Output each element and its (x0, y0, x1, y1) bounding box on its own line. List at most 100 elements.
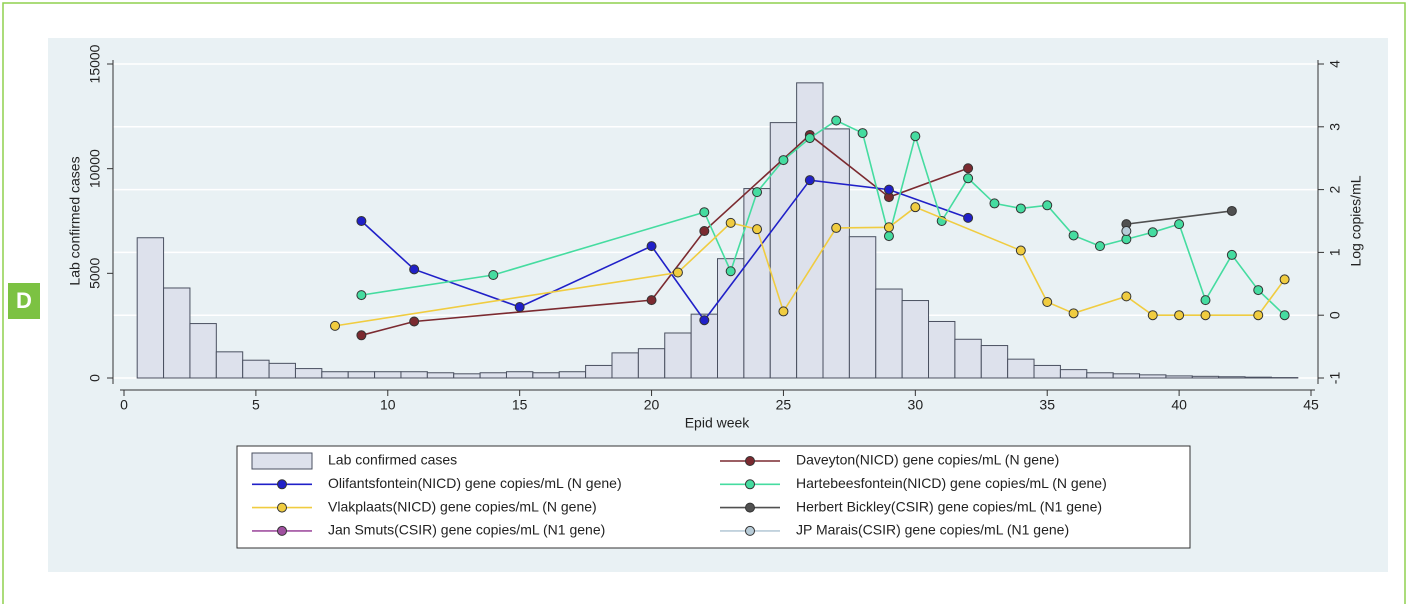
series-marker (1121, 226, 1132, 237)
bar (796, 82, 824, 379)
legend-key-marker (745, 502, 755, 513)
bar (479, 372, 507, 379)
y2-tick-label: 2 (1327, 185, 1343, 193)
bar (558, 371, 587, 379)
legend-label: Olifantsfontein(NICD) gene copies/mL (N … (328, 475, 622, 491)
bar (637, 348, 666, 379)
bar (505, 371, 534, 379)
y2-axis-title: Log copies/mL (1348, 175, 1364, 266)
legend-key-marker (745, 456, 755, 466)
bar (664, 332, 692, 379)
bar (1086, 372, 1114, 379)
bar (1191, 375, 1220, 379)
series-marker (804, 133, 815, 144)
series-marker (409, 316, 420, 327)
bar (242, 359, 270, 379)
series-marker (1042, 200, 1053, 211)
y-tick-label: 10000 (87, 149, 103, 188)
series-marker (883, 231, 894, 242)
series-marker (1015, 245, 1026, 256)
x-tick-label: 5 (252, 397, 260, 413)
series-marker (1094, 241, 1105, 252)
x-tick-label: 15 (512, 397, 528, 413)
bar (1244, 376, 1272, 379)
bar-layer (136, 82, 1299, 379)
legend-key-marker (745, 479, 755, 490)
series-marker (857, 128, 868, 139)
bar (1033, 364, 1061, 379)
bar (717, 258, 745, 379)
legend-key-marker (745, 525, 755, 536)
series-line (1126, 210, 1232, 225)
x-tick-label: 30 (908, 397, 924, 413)
series-marker (1253, 310, 1264, 321)
series-marker (1068, 230, 1079, 241)
line-layer (330, 115, 1290, 341)
legend-label: Jan Smuts(CSIR) gene copies/mL (N1 gene) (328, 522, 605, 538)
series-marker (725, 217, 736, 228)
series-marker (1226, 205, 1237, 216)
y-tick-label: 0 (87, 374, 103, 382)
y2-tick-label: 0 (1327, 311, 1343, 319)
y2-tick-label: -1 (1327, 372, 1343, 385)
series-marker (831, 222, 842, 233)
bar (743, 188, 771, 379)
bar (321, 371, 349, 379)
bar (294, 368, 323, 379)
legend-label: Herbert Bickley(CSIR) gene copies/mL (N1… (796, 498, 1102, 514)
x-tick-label: 0 (120, 397, 128, 413)
bar (1059, 369, 1088, 379)
bar (268, 362, 296, 379)
y-axis-title: Lab confirmed cases (67, 156, 83, 285)
x-tick-label: 10 (380, 397, 396, 413)
bar (769, 122, 798, 379)
x-tick-label: 45 (1303, 397, 1319, 413)
legend-key-marker (277, 502, 287, 513)
legend-key-marker (277, 525, 287, 536)
series-marker (963, 212, 974, 223)
bar (611, 352, 639, 379)
x-tick-label: 25 (776, 397, 792, 413)
series-marker (1121, 234, 1132, 245)
series-marker (514, 302, 525, 313)
series-marker (804, 175, 815, 186)
series-marker (1147, 310, 1158, 321)
bar (1218, 376, 1246, 379)
series-marker (646, 241, 657, 252)
series-marker (356, 290, 367, 301)
series-marker (752, 224, 763, 235)
series-marker (409, 264, 420, 275)
bar (901, 300, 930, 379)
bar (163, 287, 191, 379)
series-marker (1068, 308, 1079, 319)
bar (822, 128, 850, 379)
y-tick-label: 5000 (87, 258, 103, 289)
y2-tick-label: 3 (1327, 123, 1343, 131)
legend-label: Vlakplaats(NICD) gene copies/mL (N gene) (328, 498, 597, 514)
bar (954, 338, 982, 379)
series-marker (1121, 291, 1132, 302)
legend-label: Daveyton(NICD) gene copies/mL (N gene) (796, 452, 1059, 468)
series-marker (1253, 285, 1264, 296)
bar (347, 371, 376, 379)
bar (585, 364, 613, 379)
legend (236, 445, 1191, 549)
legend-key-marker (277, 479, 287, 490)
bar (848, 236, 877, 379)
bar (875, 288, 903, 379)
series-marker (963, 163, 974, 174)
legend-key (251, 452, 313, 470)
x-tick-label: 35 (1039, 397, 1055, 413)
series-marker (1279, 274, 1290, 285)
bar (215, 351, 244, 379)
series-marker (725, 266, 736, 277)
series-marker (1279, 310, 1290, 321)
series-marker (910, 202, 921, 213)
legend-label: JP Marais(CSIR) gene copies/mL (N1 gene) (796, 522, 1069, 538)
series-marker (963, 173, 974, 184)
series-line (360, 179, 969, 322)
x-tick-label: 40 (1171, 397, 1187, 413)
